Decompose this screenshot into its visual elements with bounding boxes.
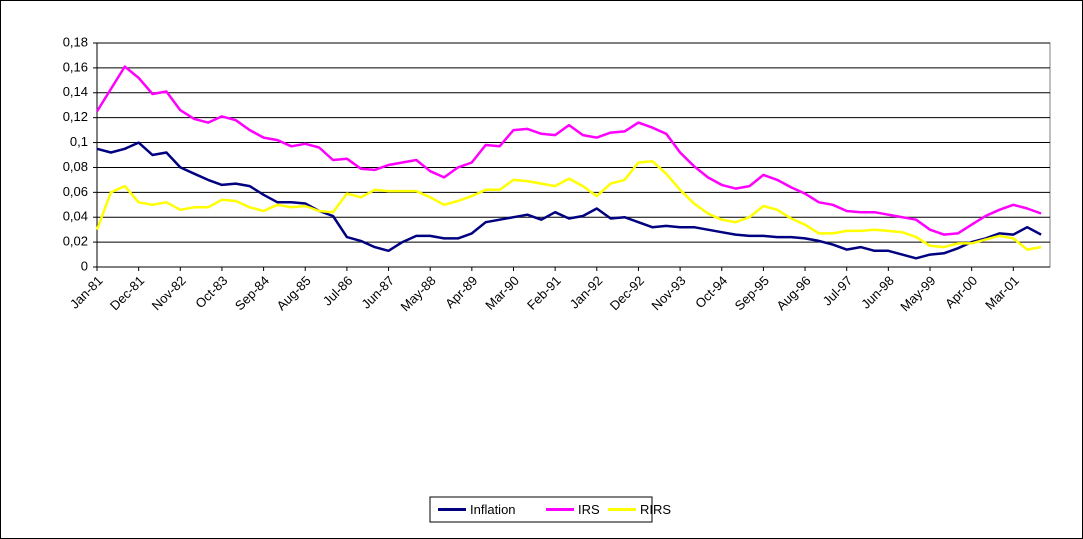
y-tick-label: 0,18 xyxy=(63,34,88,49)
y-tick-label: 0,1 xyxy=(70,134,88,149)
legend-label: Inflation xyxy=(470,502,516,517)
y-tick-label: 0,08 xyxy=(63,159,88,174)
series-line xyxy=(95,65,1042,236)
y-tick-label: 0,06 xyxy=(63,184,88,199)
series-line xyxy=(96,141,1042,260)
y-tick-label: 0,16 xyxy=(63,59,88,74)
y-tick-label: 0,02 xyxy=(63,234,88,249)
plot-area xyxy=(96,42,1051,268)
y-tick-label: 0,14 xyxy=(63,84,88,99)
legend: Inflation IRS RIRS xyxy=(429,496,671,523)
legend-label: IRS xyxy=(578,502,600,517)
y-tick-label: 0,04 xyxy=(63,209,88,224)
legend-label: RIRS xyxy=(640,502,671,517)
y-tick-label: 0,12 xyxy=(63,109,88,124)
series-line xyxy=(95,159,1042,251)
y-tick-label: 0 xyxy=(81,258,88,273)
